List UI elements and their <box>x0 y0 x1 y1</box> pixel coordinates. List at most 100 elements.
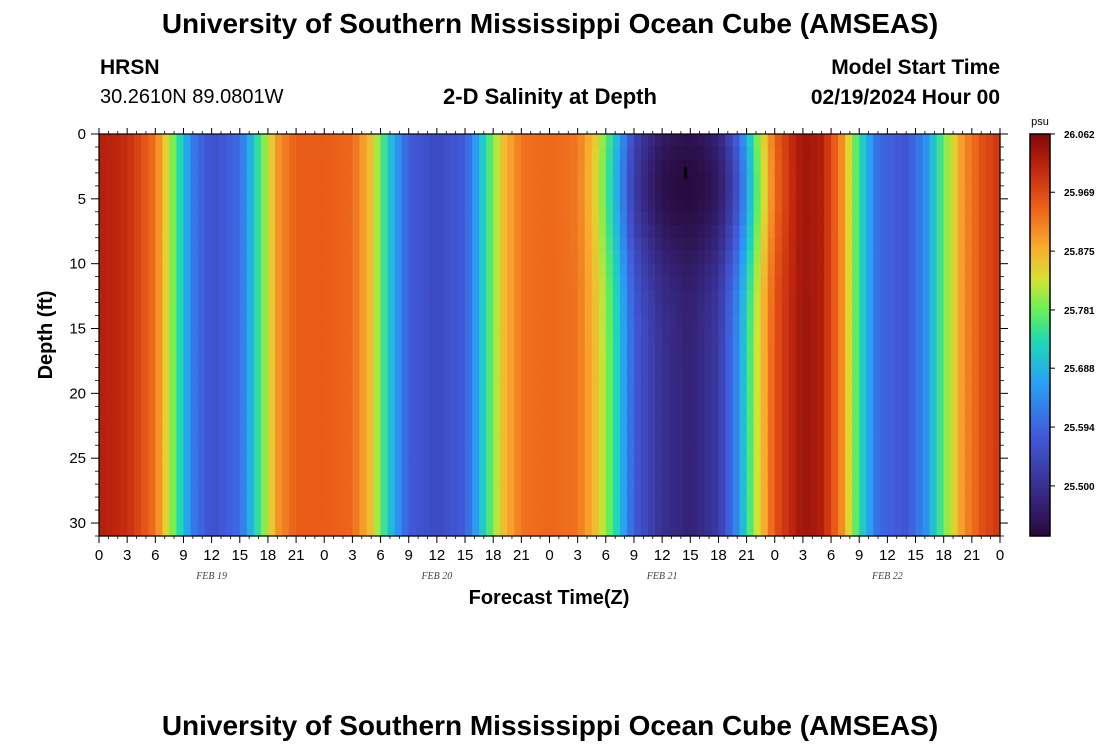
heatmap-cell <box>641 263 649 278</box>
heatmap-cell <box>760 134 769 148</box>
heatmap-cell <box>493 159 501 174</box>
heatmap-cell <box>929 497 938 511</box>
heatmap-cell <box>211 328 220 343</box>
heatmap-cell <box>296 419 304 433</box>
heatmap-cell <box>155 471 163 485</box>
heatmap-cell <box>641 276 649 291</box>
heatmap-cell <box>577 419 586 433</box>
heatmap-cell <box>802 237 811 252</box>
heatmap-cell <box>929 523 938 537</box>
heatmap-cell <box>802 523 811 537</box>
heatmap-cell <box>577 432 586 446</box>
heatmap-cell <box>845 237 853 252</box>
heatmap-cell <box>584 523 593 537</box>
heatmap-cell <box>605 328 614 343</box>
heatmap-cell <box>929 198 938 213</box>
heatmap-cell <box>936 185 945 200</box>
heatmap-cell <box>788 237 797 252</box>
heatmap-cell <box>162 510 170 524</box>
heatmap-cell <box>697 134 705 148</box>
heatmap-cell <box>465 146 473 161</box>
heatmap-cell <box>655 224 663 239</box>
heatmap-cell <box>183 523 192 537</box>
heatmap-cell <box>648 159 656 174</box>
heatmap-cell <box>120 497 128 511</box>
heatmap-cell <box>901 185 910 200</box>
heatmap-cell <box>225 263 234 278</box>
heatmap-cell <box>795 445 804 459</box>
heatmap-cell <box>922 328 931 343</box>
heatmap-cell <box>894 484 903 498</box>
heatmap-cell <box>127 354 135 369</box>
heatmap-cell <box>267 263 276 278</box>
heatmap-cell <box>331 302 339 317</box>
heatmap-cell <box>422 237 431 252</box>
heatmap-cell <box>176 302 185 317</box>
heatmap-cell <box>556 263 565 278</box>
heatmap-cell <box>838 419 846 433</box>
heatmap-cell <box>113 250 121 265</box>
heatmap-cell <box>373 497 382 511</box>
heatmap-cell <box>824 159 832 174</box>
heatmap-cell <box>479 185 487 200</box>
heatmap-cell <box>605 146 614 161</box>
heatmap-cell <box>162 328 170 343</box>
heatmap-cell <box>690 315 698 330</box>
heatmap-cell <box>866 510 874 524</box>
heatmap-cell <box>985 276 994 291</box>
heatmap-cell <box>992 159 1001 174</box>
heatmap-cell <box>134 484 142 498</box>
heatmap-cell <box>795 250 804 265</box>
heatmap-cell <box>648 276 656 291</box>
heatmap-cell <box>465 458 473 472</box>
heatmap-cell <box>676 172 684 187</box>
heatmap-cell <box>514 523 522 537</box>
heatmap-cell <box>908 341 917 356</box>
heatmap-cell <box>500 445 508 459</box>
heatmap-cell <box>880 237 888 252</box>
heatmap-cell <box>767 185 776 200</box>
heatmap-cell <box>831 484 839 498</box>
heatmap-cell <box>169 445 178 459</box>
heatmap-cell <box>373 510 382 524</box>
heatmap-cell <box>274 432 283 446</box>
heatmap-cell <box>443 510 452 524</box>
heatmap-cell <box>971 250 980 265</box>
heatmap-cell <box>767 445 776 459</box>
heatmap-cell <box>120 198 128 213</box>
heatmap-cell <box>978 406 987 420</box>
heatmap-cell <box>218 250 227 265</box>
heatmap-cell <box>408 406 417 420</box>
heatmap-cell <box>472 510 480 524</box>
heatmap-cell <box>134 445 142 459</box>
heatmap-cell <box>338 211 346 226</box>
heatmap-cell <box>380 484 389 498</box>
heatmap-cell <box>781 289 790 304</box>
heatmap-cell <box>183 159 192 174</box>
heatmap-cell <box>239 159 248 174</box>
heatmap-cell <box>894 367 903 381</box>
heatmap-cell <box>528 341 537 356</box>
heatmap-cell <box>408 134 417 148</box>
heatmap-cell <box>479 250 487 265</box>
heatmap-cell <box>204 458 213 472</box>
heatmap-cell <box>838 484 846 498</box>
heatmap-cell <box>225 341 234 356</box>
heatmap-cell <box>528 250 537 265</box>
heatmap-cell <box>591 393 600 407</box>
heatmap-cell <box>500 341 508 356</box>
heatmap-cell <box>486 263 494 278</box>
heatmap-cell <box>633 263 642 278</box>
heatmap-cell <box>303 497 311 511</box>
heatmap-cell <box>556 393 565 407</box>
heatmap-cell <box>978 510 987 524</box>
heatmap-cell <box>394 172 403 187</box>
heatmap-cell <box>894 237 903 252</box>
heatmap-cell <box>915 471 924 485</box>
heatmap-cell <box>366 159 375 174</box>
heatmap-cell <box>753 471 762 485</box>
heatmap-cell <box>303 250 311 265</box>
heatmap-cell <box>852 224 860 239</box>
heatmap-cell <box>120 393 128 407</box>
heatmap-cell <box>535 302 544 317</box>
